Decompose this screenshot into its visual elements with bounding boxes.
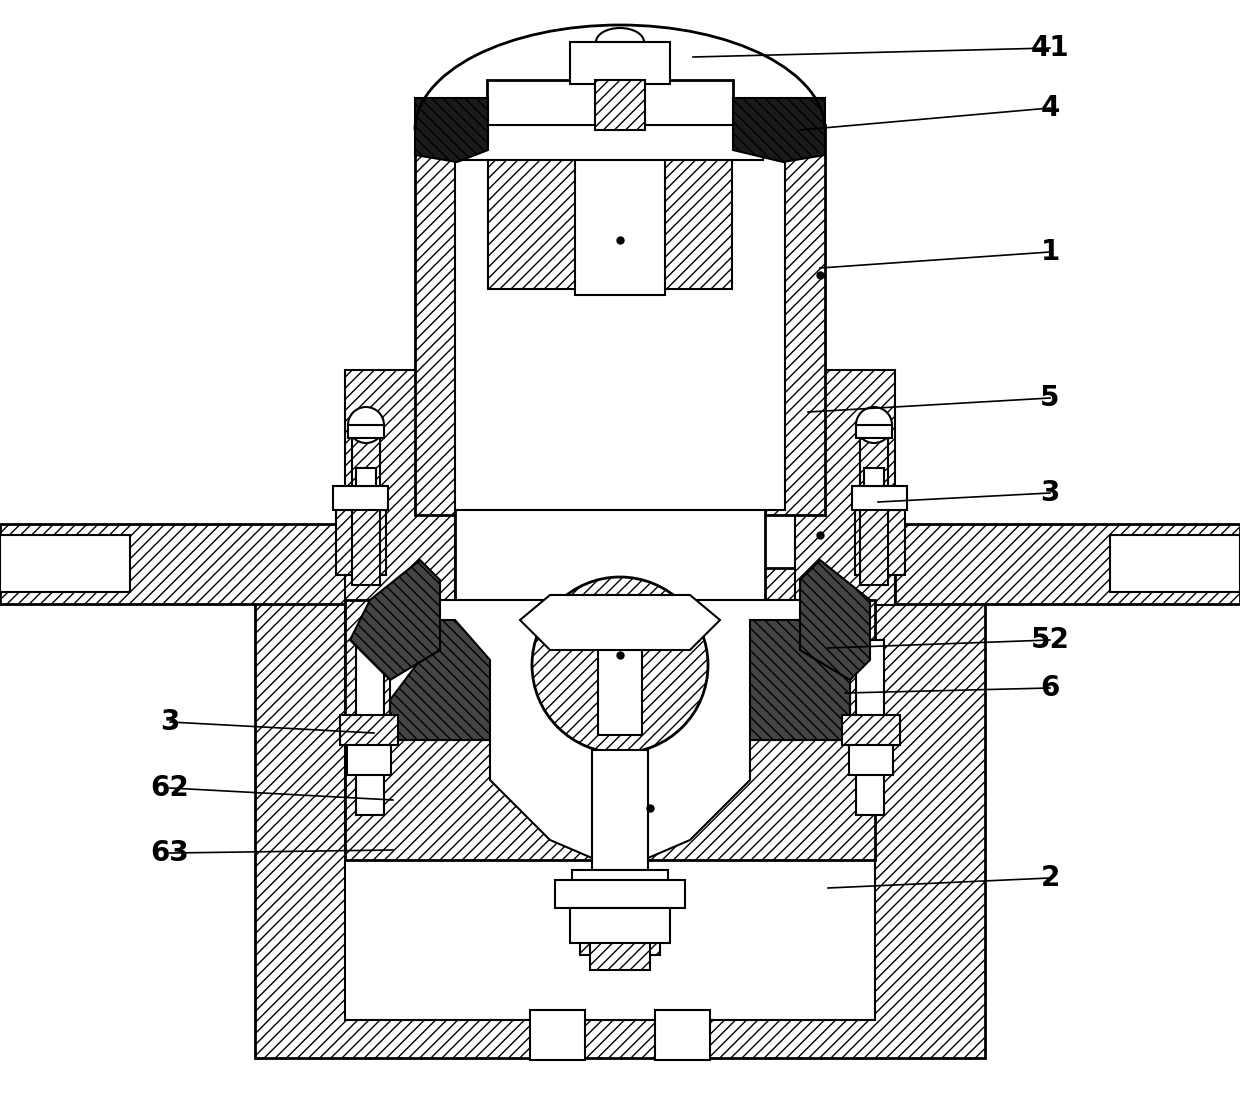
Text: 63: 63 bbox=[150, 839, 190, 867]
Text: 52: 52 bbox=[1030, 626, 1069, 654]
Bar bbox=[0, 525, 345, 604]
Bar bbox=[856, 510, 905, 575]
Polygon shape bbox=[520, 595, 720, 650]
Bar bbox=[572, 871, 668, 904]
Polygon shape bbox=[415, 97, 489, 162]
Bar bbox=[570, 908, 670, 943]
Bar bbox=[655, 1010, 711, 1060]
Bar bbox=[590, 940, 650, 970]
Bar bbox=[356, 639, 384, 815]
Polygon shape bbox=[348, 425, 384, 438]
Bar bbox=[458, 125, 763, 160]
Text: 62: 62 bbox=[150, 774, 190, 802]
Bar bbox=[895, 525, 1240, 604]
Bar bbox=[570, 42, 670, 84]
Text: 41: 41 bbox=[1030, 34, 1069, 62]
Bar bbox=[861, 430, 888, 585]
Bar bbox=[529, 1010, 585, 1060]
Circle shape bbox=[856, 407, 892, 443]
Bar bbox=[345, 600, 875, 860]
Text: 1: 1 bbox=[1040, 238, 1060, 266]
Bar bbox=[336, 510, 386, 575]
Bar bbox=[334, 486, 388, 510]
Polygon shape bbox=[391, 600, 849, 871]
Circle shape bbox=[532, 577, 708, 753]
Bar bbox=[345, 370, 455, 606]
Bar bbox=[415, 125, 825, 515]
Bar bbox=[455, 155, 785, 510]
Circle shape bbox=[348, 407, 384, 443]
Polygon shape bbox=[733, 97, 825, 162]
Bar bbox=[849, 745, 893, 775]
Text: 5: 5 bbox=[1040, 384, 1060, 412]
Bar bbox=[356, 468, 376, 486]
Polygon shape bbox=[800, 560, 870, 680]
Bar bbox=[340, 715, 398, 745]
Bar bbox=[455, 285, 765, 606]
Text: 4: 4 bbox=[1040, 94, 1060, 122]
Bar bbox=[580, 904, 660, 955]
Bar bbox=[795, 370, 895, 606]
Bar bbox=[1110, 535, 1240, 592]
Bar bbox=[598, 595, 642, 735]
Bar bbox=[852, 486, 906, 510]
Bar bbox=[487, 80, 733, 130]
Bar bbox=[842, 715, 900, 745]
Bar bbox=[255, 568, 985, 1058]
Bar bbox=[347, 745, 391, 775]
Polygon shape bbox=[856, 425, 892, 438]
Bar bbox=[0, 535, 130, 592]
Bar bbox=[352, 430, 379, 585]
Polygon shape bbox=[750, 620, 849, 740]
Bar bbox=[856, 639, 884, 815]
Polygon shape bbox=[391, 620, 490, 740]
Bar bbox=[556, 880, 684, 908]
Bar bbox=[595, 80, 645, 130]
Bar bbox=[575, 130, 665, 295]
Polygon shape bbox=[350, 560, 440, 680]
Text: 2: 2 bbox=[1040, 864, 1060, 892]
Text: 6: 6 bbox=[1040, 675, 1060, 702]
Text: 3: 3 bbox=[160, 708, 180, 736]
Text: 3: 3 bbox=[1040, 479, 1060, 507]
Bar bbox=[345, 600, 875, 1021]
Bar bbox=[489, 155, 732, 289]
Bar bbox=[591, 750, 649, 871]
Bar bbox=[864, 468, 884, 486]
